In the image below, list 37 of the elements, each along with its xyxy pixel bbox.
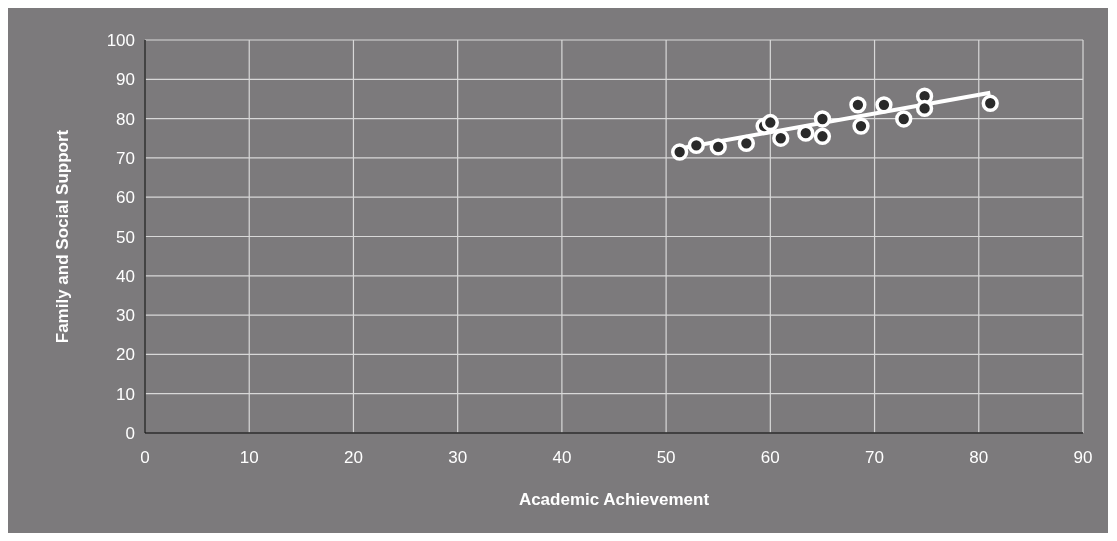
point bbox=[852, 117, 870, 135]
y-tick-label: 50 bbox=[116, 227, 135, 247]
point bbox=[813, 127, 832, 145]
y-tick-label: 40 bbox=[116, 266, 135, 286]
point bbox=[981, 94, 999, 112]
point bbox=[875, 96, 893, 114]
point bbox=[687, 136, 705, 154]
x-tick-label: 50 bbox=[656, 448, 676, 467]
y-tick-label: 90 bbox=[116, 70, 135, 90]
point bbox=[895, 110, 913, 128]
point bbox=[813, 110, 832, 128]
y-tick-label: 60 bbox=[116, 188, 135, 208]
point bbox=[761, 113, 779, 132]
point bbox=[915, 99, 934, 118]
y-axis-title: Family and Social Support bbox=[53, 129, 72, 344]
y-tick-label: 70 bbox=[116, 148, 135, 168]
y-tick-label: 30 bbox=[116, 306, 135, 326]
x-tick-label: 60 bbox=[760, 448, 780, 467]
x-tick-label: 20 bbox=[343, 448, 363, 467]
x-tick-label: 30 bbox=[448, 448, 468, 467]
y-tick-label: 80 bbox=[116, 109, 135, 129]
x-tick-label: 40 bbox=[552, 448, 572, 467]
y-tick-label: 10 bbox=[116, 384, 135, 404]
point bbox=[737, 134, 756, 153]
y-tick-label: 100 bbox=[106, 31, 135, 50]
x-tick-label: 0 bbox=[140, 448, 150, 467]
x-tick-label: 80 bbox=[969, 448, 989, 467]
y-tick-label: 20 bbox=[116, 345, 135, 365]
x-axis-title: Academic Achievement bbox=[518, 490, 710, 509]
y-tick-label: 0 bbox=[125, 424, 135, 443]
point bbox=[671, 143, 689, 161]
point bbox=[709, 138, 727, 156]
point bbox=[849, 96, 867, 114]
x-tick-label: 10 bbox=[239, 448, 259, 467]
x-tick-label: 70 bbox=[865, 448, 885, 467]
x-tick-label: 90 bbox=[1073, 448, 1093, 467]
point bbox=[772, 129, 790, 147]
